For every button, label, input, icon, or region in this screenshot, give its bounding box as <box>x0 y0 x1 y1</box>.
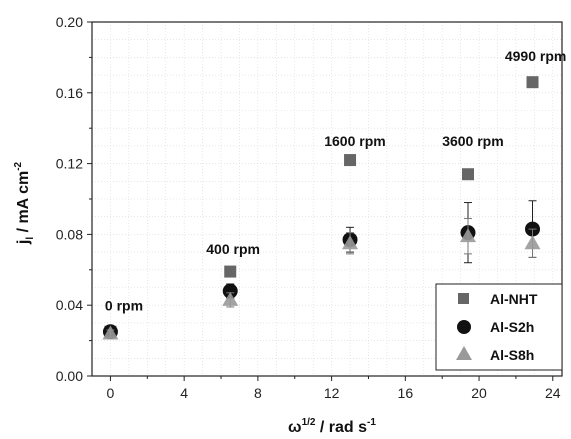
rpm-annotation: 400 rpm <box>206 241 260 257</box>
legend-label-al-s2h: Al-S2h <box>490 319 534 335</box>
x-tick-label: 24 <box>545 385 561 401</box>
rpm-annotation: 0 rpm <box>105 298 143 314</box>
point-al-s8h <box>222 291 239 306</box>
x-tick-label: 16 <box>398 385 414 401</box>
point-al-nht <box>462 168 474 181</box>
legend: Al-NHT Al-S2h Al-S8h <box>435 283 563 371</box>
legend-label-al-nht: Al-NHT <box>490 291 538 307</box>
legend-marker-al-s2h <box>457 320 471 334</box>
x-tick-label: 20 <box>471 385 487 401</box>
rpm-annotation: 4990 rpm <box>505 48 566 64</box>
point-al-nht <box>224 265 237 278</box>
x-tick-label: 0 <box>107 385 115 401</box>
y-tick-label: 0.16 <box>56 85 83 101</box>
data-points <box>102 76 541 340</box>
point-al-s2h <box>222 283 238 299</box>
legend-marker-al-nht <box>458 293 469 304</box>
x-tick-label: 12 <box>324 385 340 401</box>
y-tick-label: 0.04 <box>56 297 83 313</box>
y-tick-label: 0.00 <box>56 368 83 384</box>
legend-label-al-s8h: Al-S8h <box>490 347 534 363</box>
x-tick-label: 8 <box>254 385 262 401</box>
y-tick-label: 0.20 <box>56 14 83 30</box>
point-al-s8h <box>342 235 359 250</box>
point-al-s8h <box>460 228 476 243</box>
y-tick-label: 0.12 <box>56 156 83 172</box>
rpm-annotation: 1600 rpm <box>324 133 385 149</box>
y-axis-label: jl / mA cm-2 <box>13 161 36 245</box>
x-tick-label: 4 <box>180 385 188 401</box>
x-axis-label: ω1/2 / rad s-1 <box>288 417 376 436</box>
point-al-nht <box>344 154 357 167</box>
rpm-annotation: 3600 rpm <box>442 133 503 149</box>
point-al-s8h <box>524 235 541 250</box>
y-tick-label: 0.08 <box>56 226 83 242</box>
axis-ticks: 0 4 8 12 16 20 24 0.00 0.04 0.08 0.12 0.16 0.20 <box>56 14 561 401</box>
legend-marker-al-s8h <box>456 346 472 360</box>
annotations: 0 rpm 400 rpm 1600 rpm 3600 rpm 4990 rpm <box>105 48 566 314</box>
point-al-nht <box>526 76 539 89</box>
point-al-s8h <box>102 325 119 340</box>
